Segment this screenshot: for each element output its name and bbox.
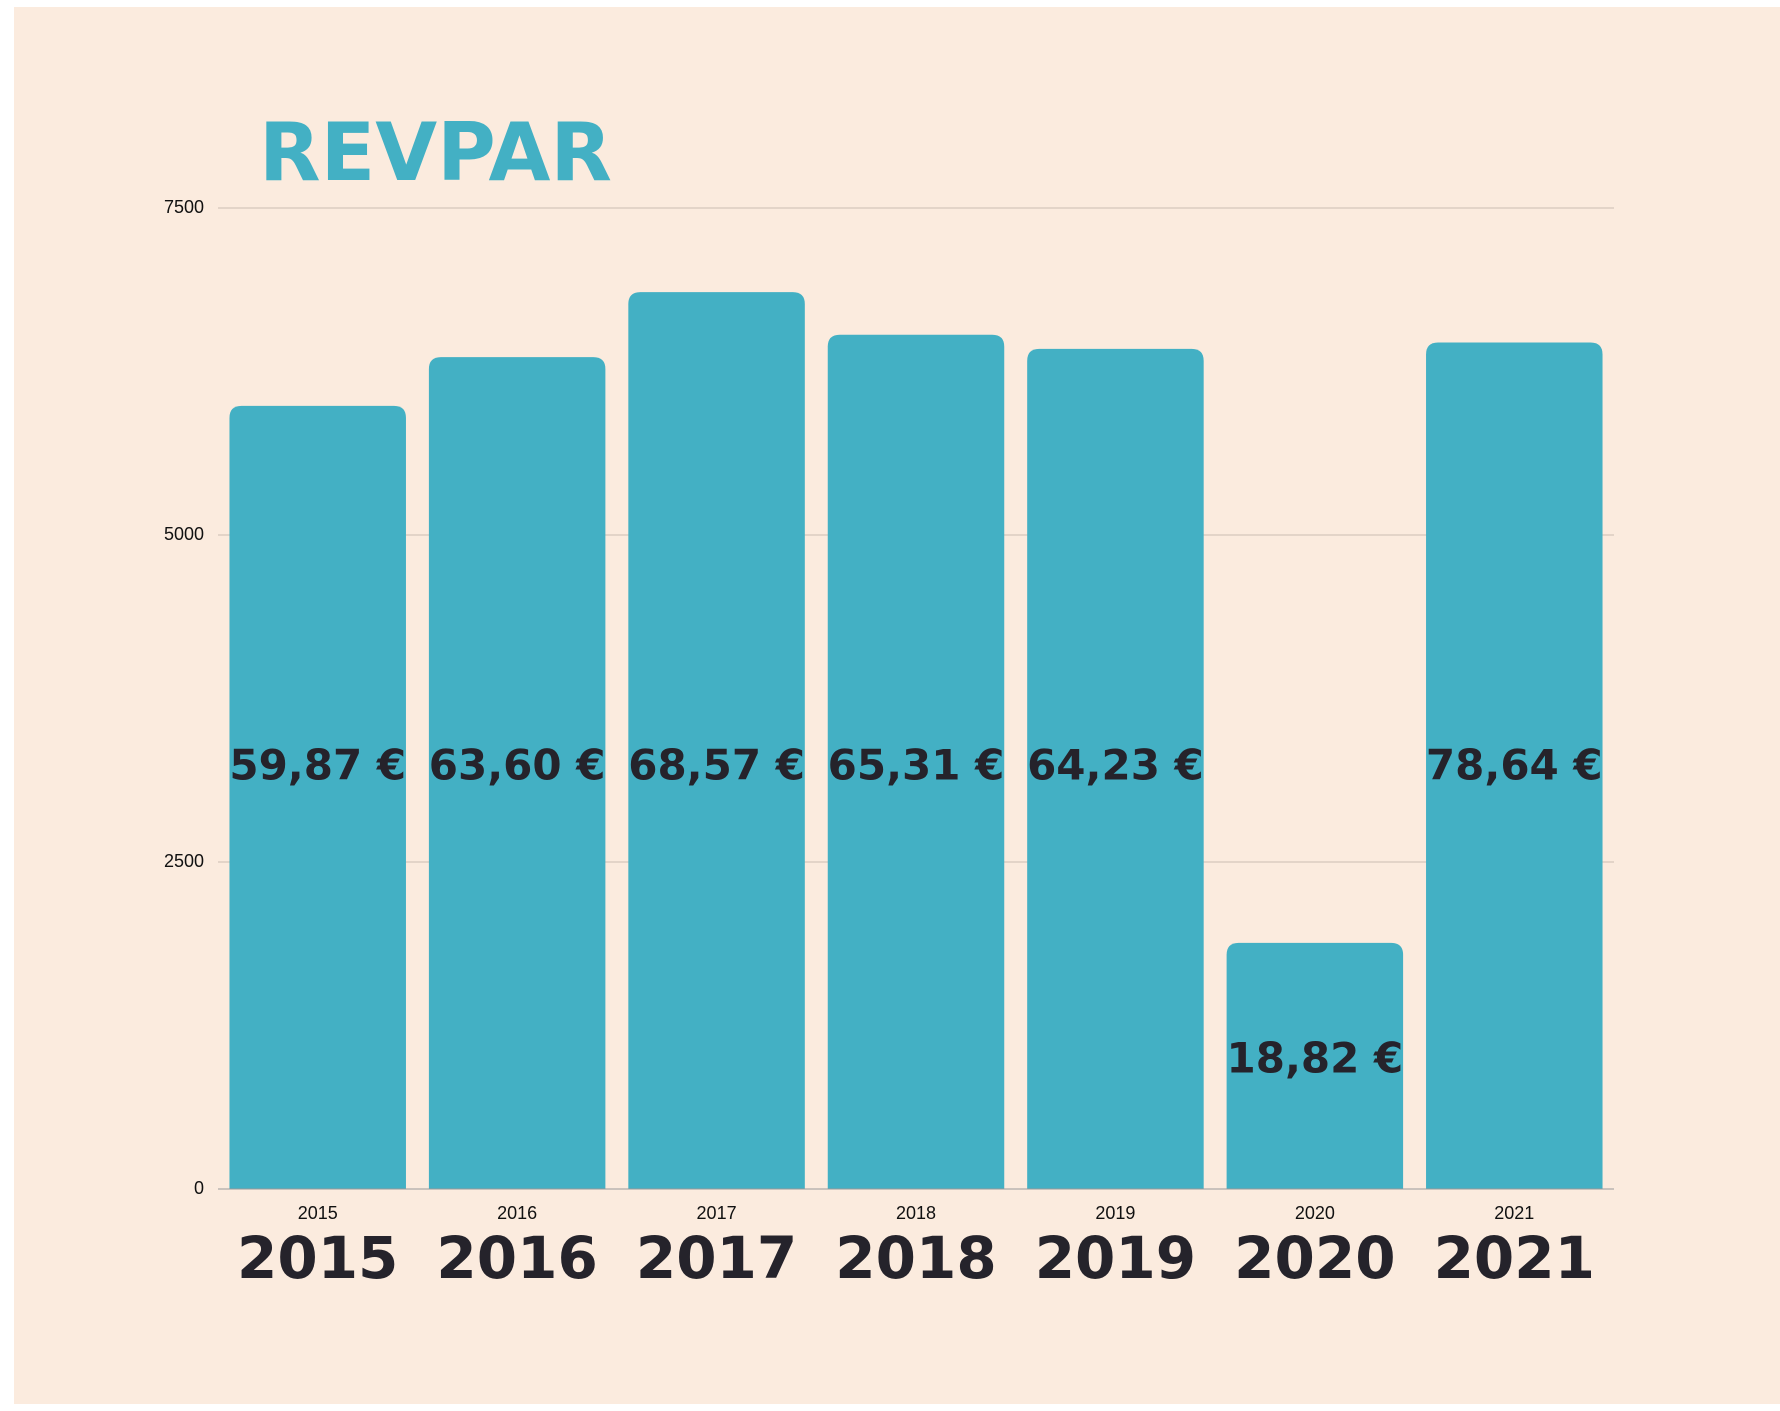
x-tick-label: 2016 xyxy=(497,1203,537,1223)
chart-title: REVPAR xyxy=(259,106,612,199)
bar-annotation: 59,87 € xyxy=(229,741,406,790)
bar xyxy=(1027,348,1204,1190)
x-tick-label: 2018 xyxy=(896,1203,936,1223)
category-label: 2018 xyxy=(835,1224,996,1292)
bar xyxy=(628,292,805,1190)
category-label: 2021 xyxy=(1434,1224,1595,1292)
bar-annotation: 64,23 € xyxy=(1027,741,1204,790)
bar xyxy=(428,357,606,1189)
category-label: 2020 xyxy=(1234,1224,1395,1292)
bar-annotation: 63,60 € xyxy=(429,741,606,790)
bar xyxy=(827,334,1005,1189)
y-tick-label: 0 xyxy=(194,1178,204,1198)
bar-annotation: 78,64 € xyxy=(1426,741,1603,790)
category-label: 2017 xyxy=(636,1224,797,1292)
bar xyxy=(229,405,406,1189)
bar-annotation: 65,31 € xyxy=(828,741,1005,790)
x-tick-label: 2021 xyxy=(1494,1203,1534,1223)
y-tick-label: 5000 xyxy=(164,524,204,544)
x-tick-label: 2017 xyxy=(697,1203,737,1223)
bar xyxy=(1426,342,1603,1189)
bar-annotation: 68,57 € xyxy=(628,741,805,790)
x-tick-label: 2015 xyxy=(298,1203,338,1223)
x-tick-label: 2020 xyxy=(1295,1203,1335,1223)
category-label: 2019 xyxy=(1035,1224,1196,1292)
bar-annotation: 18,82 € xyxy=(1227,1033,1404,1082)
category-label: 2015 xyxy=(237,1224,398,1292)
y-tick-label: 7500 xyxy=(164,197,204,217)
y-tick-label: 2500 xyxy=(164,851,204,871)
bar xyxy=(1226,942,1404,1189)
category-label: 2016 xyxy=(436,1224,597,1292)
x-tick-label: 2019 xyxy=(1095,1203,1135,1223)
